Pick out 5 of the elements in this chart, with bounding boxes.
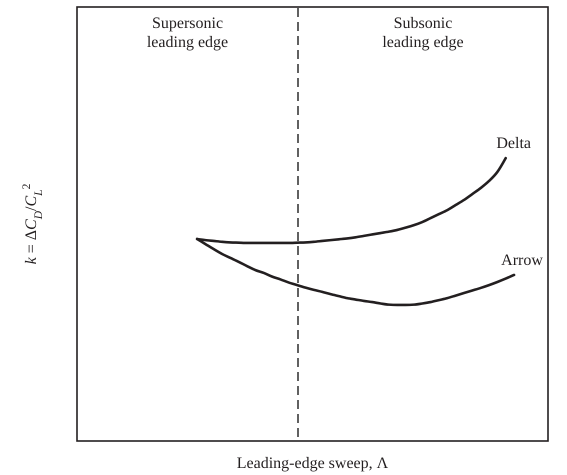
series-label: Delta: [496, 135, 532, 152]
text: Supersonic leading edge: [146, 15, 228, 51]
text: Subsonic leading edge: [382, 15, 464, 51]
series-label: Arrow: [501, 252, 544, 269]
x-axis-title: Leading-edge sweep, Λ: [236, 455, 389, 472]
